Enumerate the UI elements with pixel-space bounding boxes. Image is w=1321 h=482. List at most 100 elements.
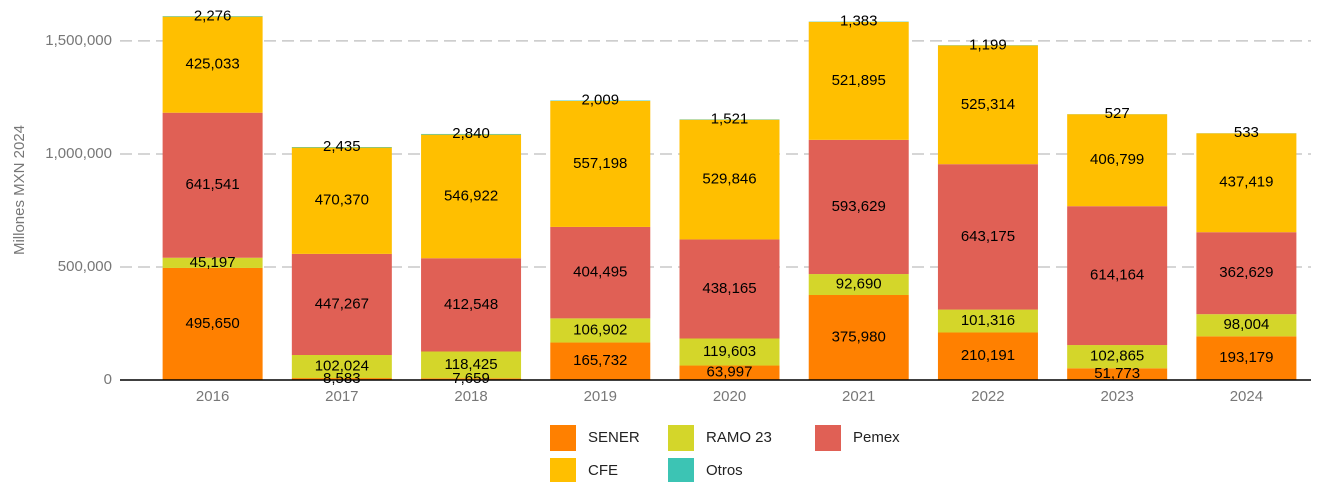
x-tick-label: 2016: [196, 388, 229, 405]
data-label: 521,895: [832, 72, 886, 89]
data-label: 106,902: [573, 321, 627, 338]
data-label: 8,583: [323, 370, 361, 387]
data-label: 557,198: [573, 155, 627, 172]
y-tick-label: 500,000: [58, 258, 112, 275]
data-label: 193,179: [1219, 349, 1273, 366]
bar-segment: [1067, 368, 1168, 380]
data-label: 2,276: [194, 7, 232, 24]
data-label: 527: [1105, 105, 1130, 122]
data-label: 98,004: [1223, 316, 1269, 333]
bar-segment: [679, 119, 780, 240]
bar-segment: [162, 257, 263, 268]
data-label: 7,659: [452, 370, 490, 387]
data-label: 643,175: [961, 228, 1015, 245]
bar-segment: [421, 351, 522, 379]
bar-segment: [421, 258, 522, 352]
data-label: 1,199: [969, 36, 1007, 53]
bar-segment: [679, 338, 780, 366]
y-tick-label: 1,000,000: [45, 145, 112, 162]
data-label: 51,773: [1094, 365, 1140, 382]
data-label: 641,541: [185, 176, 239, 193]
data-label: 525,314: [961, 96, 1015, 113]
data-label: 546,922: [444, 187, 498, 204]
bar-segment: [1196, 133, 1297, 233]
bar-segment: [162, 16, 263, 17]
data-label: 165,732: [573, 352, 627, 369]
legend-label: SENER: [588, 429, 640, 446]
data-label: 63,997: [707, 364, 753, 381]
y-tick-label: 1,500,000: [45, 32, 112, 49]
x-tick-label: 2022: [971, 388, 1004, 405]
bar-segment: [421, 378, 522, 380]
legend-label: RAMO 23: [706, 429, 772, 446]
bar-segment: [550, 318, 651, 343]
data-label: 101,316: [961, 312, 1015, 329]
legend-label: Otros: [706, 462, 743, 479]
bar-segment: [808, 139, 909, 275]
bar-segment: [808, 274, 909, 296]
bar-segment: [291, 147, 392, 148]
data-label: 437,419: [1219, 174, 1273, 191]
bar-segment: [937, 164, 1038, 310]
legend-swatch: [550, 425, 576, 451]
legend-swatch: [668, 458, 694, 482]
data-label: 119,603: [703, 343, 756, 360]
data-label: 425,033: [185, 56, 239, 73]
data-label: 2,435: [323, 138, 361, 155]
data-label: 1,521: [711, 110, 749, 127]
data-label: 210,191: [961, 347, 1015, 364]
bar-segment: [421, 133, 522, 135]
bar-segment: [1067, 114, 1168, 207]
data-label: 362,629: [1219, 264, 1273, 281]
x-tick-label: 2018: [454, 388, 487, 405]
data-label: 102,024: [315, 357, 369, 374]
bar-segment: [937, 332, 1038, 380]
data-label: 406,799: [1090, 151, 1144, 168]
x-tick-label: 2021: [842, 388, 875, 405]
data-label: 92,690: [836, 275, 882, 292]
data-label: 438,165: [702, 280, 756, 297]
legend-label: Pemex: [853, 429, 900, 446]
data-label: 1,383: [840, 13, 878, 30]
bar-segment: [1067, 206, 1168, 346]
data-label: 45,197: [190, 254, 236, 271]
data-label: 593,629: [832, 198, 886, 215]
x-tick-label: 2023: [1100, 388, 1133, 405]
data-label: 495,650: [185, 315, 239, 332]
x-tick-label: 2017: [325, 388, 358, 405]
bar-segment: [291, 147, 392, 254]
bar-segment: [291, 253, 392, 355]
bar-segment: [1196, 336, 1297, 380]
bar-segment: [291, 378, 392, 380]
data-label: 447,267: [315, 295, 369, 312]
data-label: 2,009: [582, 92, 620, 109]
data-label: 470,370: [315, 192, 369, 209]
x-tick-label: 2024: [1230, 388, 1263, 405]
data-label: 375,980: [832, 328, 886, 345]
data-label: 2,840: [452, 125, 490, 142]
x-tick-label: 2020: [713, 388, 746, 405]
data-label: 614,164: [1090, 267, 1144, 284]
bar-segment: [937, 309, 1038, 333]
bar-segment: [550, 226, 651, 319]
data-label: 533: [1234, 124, 1259, 141]
bar-segment: [421, 134, 522, 259]
bar-segment: [679, 365, 780, 380]
bar-segment: [162, 267, 263, 380]
data-label: 412,548: [444, 296, 498, 313]
bar-segment: [162, 16, 263, 113]
y-tick-label: 0: [104, 371, 112, 388]
legend-label: CFE: [588, 462, 618, 479]
data-label: 118,425: [445, 356, 498, 373]
bar-segment: [550, 100, 651, 227]
bar-segment: [808, 21, 909, 140]
bar-segment: [1067, 345, 1168, 369]
data-label: 102,865: [1090, 348, 1144, 365]
legend-swatch: [550, 458, 576, 482]
y-axis-title: Millones MXN 2024: [11, 125, 28, 255]
bar-segment: [808, 295, 909, 380]
bar-segment: [162, 112, 263, 258]
x-tick-label: 2019: [584, 388, 617, 405]
bar-segment: [291, 354, 392, 379]
